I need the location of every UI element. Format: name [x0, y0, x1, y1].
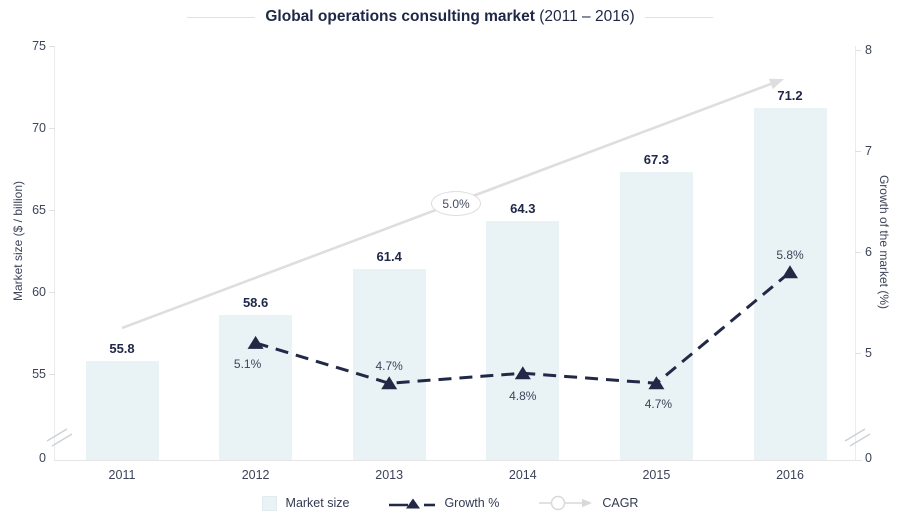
- bar-value-label: 64.3: [510, 201, 536, 217]
- bar-value-label: 58.6: [242, 294, 269, 310]
- left-axis-tick: 60: [32, 285, 46, 299]
- left-axis-tick: 75: [32, 39, 46, 53]
- left-axis-tick: 65: [32, 203, 46, 217]
- axis-break-icon: [849, 433, 871, 447]
- bar-2014: [486, 221, 560, 460]
- legend-label-growth: Growth %: [444, 496, 500, 510]
- cagr-annotation: 5.0%: [431, 191, 481, 216]
- left-tick-mark: [49, 46, 55, 47]
- left-axis-line: [54, 46, 55, 460]
- x-axis-label: 2011: [108, 468, 136, 482]
- page-title: Global operations consulting market (201…: [265, 8, 634, 26]
- left-axis-tick: 55: [32, 367, 46, 381]
- bar-value-label: 71.2: [777, 88, 803, 104]
- legend-item-growth: Growth %: [389, 496, 499, 511]
- bar-2016: [753, 108, 827, 460]
- left-tick-mark: [49, 292, 55, 293]
- bar-value-label: 55.8: [109, 340, 135, 356]
- market-size-swatch-icon: [261, 495, 277, 511]
- bar-value-label: 67.3: [643, 152, 670, 168]
- axis-break-icon: [46, 428, 68, 442]
- x-axis-label: 2014: [508, 468, 537, 482]
- right-tick-mark: [855, 252, 861, 253]
- left-tick-mark: [49, 210, 55, 211]
- right-axis-tick: 0: [865, 451, 872, 465]
- right-axis-tick: 5: [865, 346, 872, 360]
- legend-item-market-size: Market size: [261, 495, 350, 511]
- right-axis-tick: 6: [865, 245, 872, 259]
- left-axis-title: Market size ($ / billion): [11, 180, 25, 302]
- bar-2011: [85, 360, 159, 460]
- x-axis-label: 2015: [642, 468, 671, 482]
- growth-percent-label: 4.7%: [644, 397, 673, 412]
- x-axis-label: 2016: [776, 468, 804, 482]
- title-main-text: Global operations consulting market: [265, 8, 535, 25]
- growth-percent-label: 5.8%: [776, 248, 804, 263]
- x-axis-label: 2012: [241, 468, 270, 482]
- bar-value-label: 61.4: [376, 249, 402, 265]
- left-axis-tick: 0: [39, 451, 46, 465]
- x-axis-label: 2013: [375, 468, 404, 482]
- legend-item-cagr: CAGR: [539, 495, 638, 511]
- title-divider-right: [644, 16, 713, 18]
- right-axis-tick: 8: [865, 43, 872, 57]
- bar-2012: [219, 314, 293, 460]
- legend-label-market-size: Market size: [285, 496, 350, 510]
- right-tick-mark: [855, 353, 861, 354]
- growth-percent-label: 5.1%: [233, 356, 262, 371]
- left-axis-tick: 70: [32, 121, 46, 135]
- growth-line-icon: [389, 498, 436, 508]
- title-divider-left: [187, 16, 256, 18]
- right-tick-mark: [855, 50, 861, 51]
- left-tick-mark: [49, 128, 55, 129]
- growth-percent-label: 4.7%: [375, 359, 403, 374]
- bar-2015: [619, 172, 693, 460]
- chart-title-row: Global operations consulting market (201…: [0, 8, 900, 26]
- right-axis-tick: 7: [865, 144, 872, 158]
- title-suffix-text: (2011 – 2016): [534, 8, 635, 25]
- growth-percent-label: 4.8%: [509, 389, 537, 404]
- cagr-arrow-icon: [539, 495, 593, 511]
- axis-break-icon: [51, 433, 73, 447]
- legend: Market size Growth % CAGR: [0, 495, 900, 511]
- legend-label-cagr: CAGR: [602, 496, 639, 510]
- left-tick-mark: [49, 374, 55, 375]
- bottom-axis-line: [54, 460, 862, 461]
- right-axis-line: [855, 46, 856, 460]
- right-tick-mark: [855, 151, 861, 152]
